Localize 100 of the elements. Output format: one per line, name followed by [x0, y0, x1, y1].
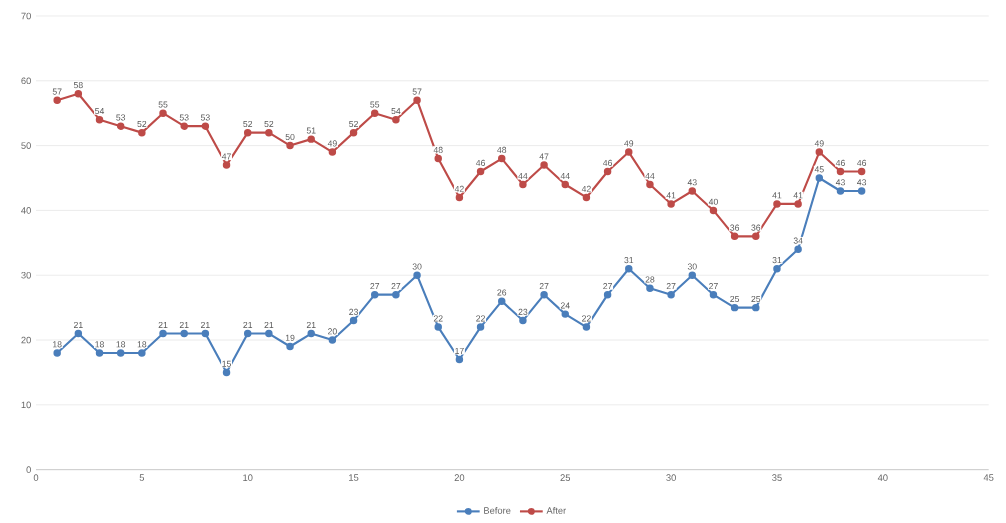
point — [95, 115, 104, 124]
point — [815, 148, 824, 156]
point — [243, 329, 252, 338]
x-tick-label: 0 — [33, 474, 39, 481]
point — [476, 323, 485, 331]
point — [667, 290, 675, 299]
point — [646, 180, 654, 189]
point — [455, 355, 464, 364]
point — [857, 187, 866, 195]
data-label: 23 — [518, 308, 528, 315]
y-tick-label: 0 — [26, 466, 31, 473]
y-tick-label: 60 — [21, 77, 31, 85]
point — [519, 316, 527, 325]
point — [752, 303, 760, 312]
data-label: 31 — [624, 257, 634, 264]
data-label: 30 — [412, 263, 422, 270]
data-label: 20 — [328, 328, 337, 335]
point — [455, 193, 464, 202]
point — [413, 96, 421, 104]
data-label: 18 — [137, 341, 147, 348]
point — [646, 284, 654, 292]
point — [349, 316, 358, 325]
data-label: 46 — [835, 159, 845, 166]
data-label: 22 — [476, 315, 485, 322]
point — [265, 329, 273, 338]
y-tick-label: 20 — [21, 336, 31, 344]
data-label: 41 — [793, 192, 803, 199]
point — [392, 290, 400, 299]
data-label: 52 — [349, 120, 358, 128]
data-label: 28 — [645, 276, 655, 283]
point — [688, 271, 697, 279]
data-label: 26 — [497, 289, 507, 296]
point — [836, 167, 845, 176]
point — [794, 245, 802, 254]
data-label: 18 — [116, 341, 126, 348]
point — [371, 109, 379, 117]
point — [222, 368, 231, 377]
point — [434, 154, 442, 163]
point — [116, 349, 125, 357]
data-label: 15 — [222, 360, 231, 367]
data-label: 25 — [730, 295, 740, 303]
data-label: 46 — [602, 159, 613, 166]
data-label: 57 — [52, 88, 62, 95]
point — [243, 128, 252, 137]
data-label: 21 — [243, 321, 253, 328]
data-label: 21 — [264, 321, 274, 328]
point — [286, 342, 294, 351]
data-label: 58 — [73, 82, 83, 89]
data-label: 45 — [814, 166, 824, 173]
data-label: 23 — [349, 308, 358, 315]
data-label: 21 — [306, 321, 316, 328]
data-label: 21 — [200, 321, 210, 328]
point — [180, 122, 188, 130]
data-label: 51 — [306, 127, 316, 134]
data-label: 43 — [687, 179, 697, 186]
data-label: 18 — [53, 341, 62, 348]
x-tick-label: 15 — [349, 474, 359, 481]
data-label: 54 — [391, 108, 401, 115]
point — [709, 206, 718, 215]
point — [540, 161, 548, 169]
y-tick-label: 70 — [21, 12, 31, 20]
point — [74, 90, 83, 98]
data-label: 22 — [582, 315, 591, 322]
data-label: 44 — [645, 172, 655, 179]
data-label: 43 — [835, 179, 845, 186]
x-tick-label: 10 — [243, 474, 253, 481]
data-label: 57 — [412, 88, 422, 95]
point — [603, 290, 612, 299]
data-label: 53 — [116, 114, 126, 121]
x-tick-label: 30 — [666, 474, 676, 481]
legend-label: After — [546, 507, 567, 514]
point — [392, 115, 400, 124]
point — [349, 128, 358, 137]
point — [222, 161, 231, 169]
point — [688, 187, 697, 195]
data-label: 46 — [857, 159, 867, 166]
data-label: 21 — [73, 321, 83, 328]
data-label: 55 — [158, 101, 168, 108]
data-label: 21 — [179, 321, 189, 328]
data-label: 27 — [603, 283, 612, 290]
data-label: 50 — [285, 133, 295, 141]
data-label: 48 — [497, 146, 507, 153]
point — [138, 349, 146, 357]
data-label: 30 — [687, 263, 697, 270]
point — [307, 329, 315, 338]
data-label: 27 — [709, 283, 718, 290]
y-tick-label: 10 — [21, 401, 31, 409]
point — [328, 148, 337, 156]
data-label: 18 — [95, 341, 104, 348]
point — [561, 310, 569, 318]
data-label: 47 — [539, 153, 549, 160]
data-label: 22 — [433, 315, 443, 322]
data-label: 48 — [433, 146, 443, 153]
point — [857, 167, 866, 176]
point — [582, 193, 591, 202]
data-label: 34 — [793, 237, 803, 244]
point — [201, 329, 210, 338]
point — [159, 329, 167, 338]
data-label: 52 — [243, 120, 253, 128]
data-label: 27 — [539, 283, 549, 290]
